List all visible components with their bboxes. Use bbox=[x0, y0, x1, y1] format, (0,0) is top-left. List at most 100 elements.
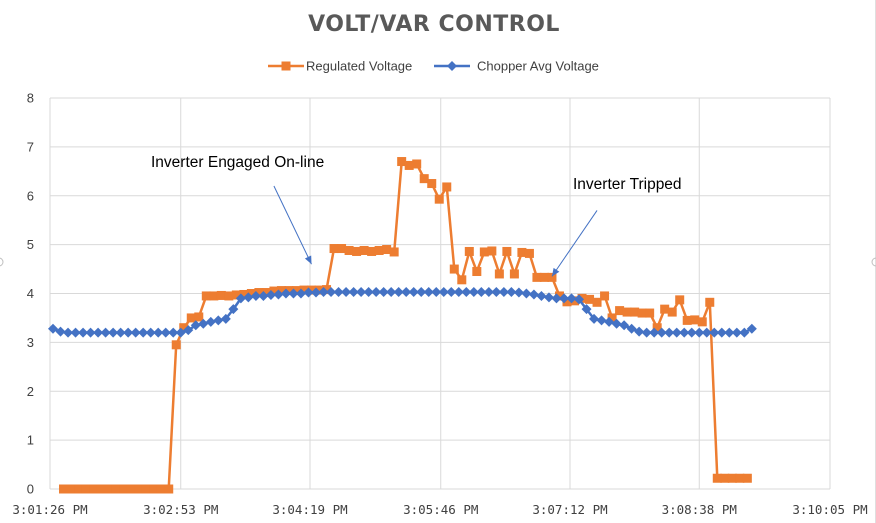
x-tick-label: 3:02:53 PM bbox=[143, 502, 218, 517]
chopper-avg-voltage-point bbox=[724, 327, 735, 338]
regulated-voltage-point bbox=[201, 291, 211, 301]
regulated-voltage-point bbox=[269, 286, 279, 296]
regulated-voltage-point bbox=[291, 286, 301, 296]
chopper-avg-voltage-point bbox=[619, 320, 630, 331]
chopper-avg-voltage-point bbox=[393, 287, 404, 298]
chopper-avg-voltage-point bbox=[574, 294, 585, 305]
regulated-voltage-point bbox=[389, 247, 399, 257]
x-tick-label: 3:05:46 PM bbox=[403, 502, 478, 517]
chopper-avg-voltage-point bbox=[431, 287, 442, 298]
chopper-avg-voltage-point bbox=[716, 327, 727, 338]
regulated-voltage-point bbox=[585, 294, 595, 304]
regulated-voltage-point bbox=[487, 246, 497, 256]
chopper-avg-voltage-point bbox=[671, 327, 682, 338]
chopper-avg-voltage-point bbox=[250, 290, 261, 301]
regulated-voltage-point bbox=[299, 285, 309, 295]
regulated-voltage-point bbox=[89, 484, 99, 494]
chopper-avg-voltage-point bbox=[739, 327, 750, 338]
chopper-avg-voltage-point bbox=[213, 315, 224, 326]
chopper-avg-voltage-point bbox=[78, 327, 89, 338]
chopper-avg-voltage-point bbox=[664, 327, 675, 338]
regulated-voltage-point bbox=[382, 245, 392, 255]
chopper-avg-voltage-point bbox=[453, 287, 464, 298]
chopper-avg-voltage-point bbox=[641, 327, 652, 338]
x-tick-label: 3:04:19 PM bbox=[272, 502, 347, 517]
regulated-voltage-point bbox=[547, 272, 557, 282]
regulated-voltage-point bbox=[134, 484, 144, 494]
regulated-voltage-point bbox=[254, 288, 264, 298]
chopper-avg-voltage-point bbox=[93, 327, 104, 338]
regulated-voltage-point bbox=[592, 297, 602, 307]
regulated-voltage-point bbox=[66, 484, 76, 494]
chopper-avg-voltage-point bbox=[521, 288, 532, 299]
chopper-avg-voltage-point bbox=[168, 327, 179, 338]
regulated-voltage-point bbox=[697, 317, 707, 327]
chopper-avg-voltage-point bbox=[333, 287, 344, 298]
chopper-avg-voltage-point bbox=[566, 293, 577, 304]
regulated-voltage-point bbox=[404, 160, 414, 170]
y-tick-label: 8 bbox=[27, 91, 34, 106]
chopper-avg-voltage-point bbox=[634, 326, 645, 337]
chopper-avg-voltage-point bbox=[611, 318, 622, 329]
chopper-avg-voltage-point bbox=[483, 287, 494, 298]
annotation-arrowhead bbox=[551, 267, 560, 277]
chopper-avg-voltage-point bbox=[228, 304, 239, 315]
chopper-avg-voltage-point bbox=[153, 327, 164, 338]
legend-label-chopper-avg-voltage: Chopper Avg Voltage bbox=[477, 59, 599, 74]
regulated-voltage-point bbox=[622, 307, 632, 317]
chopper-avg-voltage-series bbox=[48, 287, 757, 338]
chopper-avg-voltage-point bbox=[258, 290, 269, 301]
regulated-voltage-point bbox=[74, 484, 84, 494]
chopper-avg-voltage-point bbox=[108, 327, 119, 338]
regulated-voltage-point bbox=[352, 246, 362, 256]
chopper-avg-voltage-point bbox=[416, 287, 427, 298]
regulated-voltage-point bbox=[600, 291, 610, 301]
y-tick-label: 4 bbox=[27, 286, 34, 301]
regulated-voltage-point bbox=[141, 484, 151, 494]
regulated-voltage-point bbox=[660, 304, 670, 314]
regulated-voltage-point bbox=[562, 297, 572, 307]
chopper-avg-voltage-point bbox=[746, 323, 757, 334]
chopper-avg-voltage-point bbox=[513, 287, 524, 298]
chopper-avg-voltage-point bbox=[491, 287, 502, 298]
regulated-voltage-point bbox=[532, 272, 542, 282]
regulated-voltage-point bbox=[652, 323, 662, 333]
chopper-avg-voltage-point bbox=[626, 323, 637, 334]
annotations: Inverter Engaged On-line Inverter Tripped bbox=[151, 154, 682, 277]
regulated-voltage-point bbox=[156, 484, 166, 494]
chopper-avg-voltage-point bbox=[303, 287, 314, 298]
chopper-avg-voltage-point bbox=[506, 287, 517, 298]
chopper-avg-voltage-point bbox=[273, 289, 284, 300]
regulated-voltage-point bbox=[705, 297, 715, 307]
regulated-voltage-point bbox=[216, 290, 226, 300]
chopper-avg-voltage-point bbox=[581, 304, 592, 315]
regulated-voltage-series bbox=[59, 157, 752, 494]
regulated-voltage-point bbox=[194, 312, 204, 322]
annotation-arrow-line bbox=[551, 210, 598, 277]
regulated-voltage-point bbox=[224, 291, 234, 301]
regulated-voltage-point bbox=[667, 307, 677, 317]
regulated-voltage-point bbox=[126, 484, 136, 494]
chopper-avg-voltage-point bbox=[408, 287, 419, 298]
regulated-voltage-point bbox=[615, 306, 625, 316]
regulated-voltage-point bbox=[472, 267, 482, 277]
regulated-voltage-point bbox=[276, 286, 286, 296]
regulated-voltage-point bbox=[524, 248, 534, 258]
y-tick-label: 5 bbox=[27, 237, 34, 252]
chopper-avg-voltage-point bbox=[686, 327, 697, 338]
x-tick-label: 3:10:05 PM bbox=[792, 502, 867, 517]
chopper-avg-voltage-point bbox=[604, 316, 615, 327]
y-tick-label: 0 bbox=[27, 482, 34, 497]
chopper-avg-voltage-point bbox=[288, 288, 299, 299]
regulated-voltage-point bbox=[502, 246, 512, 256]
chopper-avg-voltage-point bbox=[709, 327, 720, 338]
regulated-voltage-point bbox=[239, 289, 249, 299]
chopper-avg-voltage-point bbox=[145, 327, 156, 338]
chopper-avg-voltage-point bbox=[543, 292, 554, 303]
y-tick-label: 3 bbox=[27, 335, 34, 350]
x-tick-label: 3:01:26 PM bbox=[12, 502, 87, 517]
regulated-voltage-point bbox=[231, 290, 241, 300]
chopper-avg-voltage-point bbox=[551, 293, 562, 304]
chopper-avg-voltage-point bbox=[326, 287, 337, 298]
chopper-avg-voltage-point bbox=[356, 287, 367, 298]
